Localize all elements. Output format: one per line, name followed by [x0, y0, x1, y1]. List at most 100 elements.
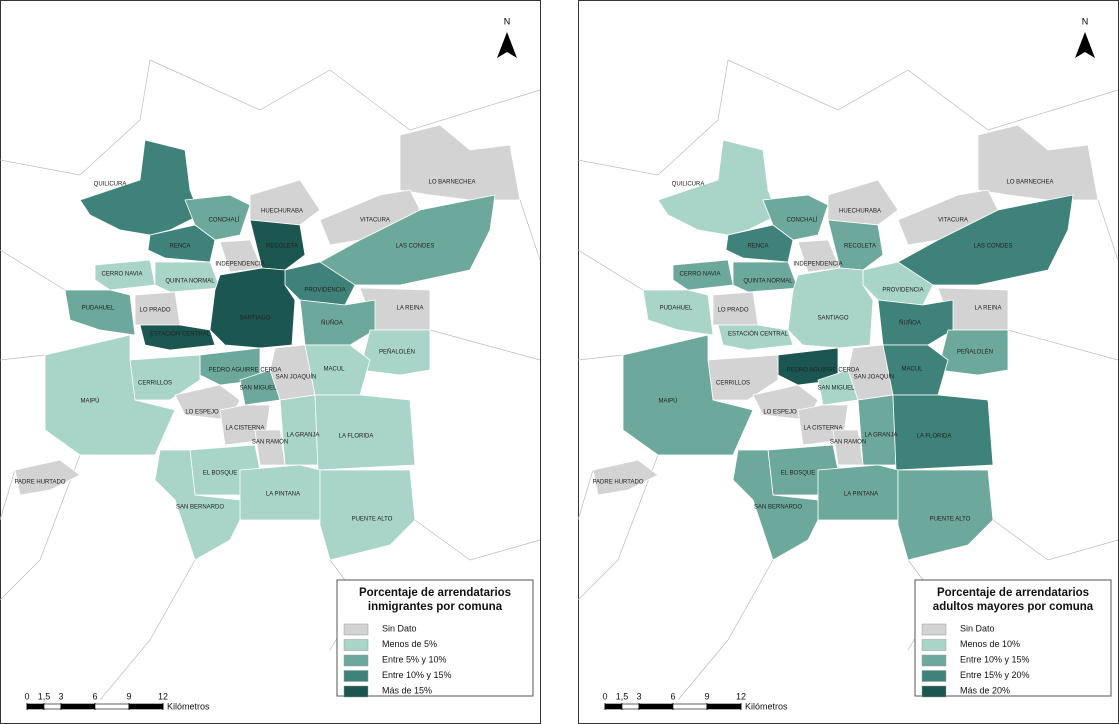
comuna-label: INDEPENDENCIA	[215, 262, 264, 268]
comuna-label: ÑUÑOA	[321, 320, 343, 327]
comuna-label: MACUL	[323, 367, 345, 373]
scale-segment	[94, 703, 130, 710]
scale-label: 12	[158, 691, 168, 701]
comuna-label: PROVIDENCIA	[304, 288, 345, 294]
scale-label: 1,5	[38, 691, 51, 701]
comuna-label: SAN MIGUEL	[239, 386, 277, 392]
comuna-area	[897, 469, 994, 561]
comuna-area	[249, 219, 306, 271]
comuna-label: PADRE HURTADO	[592, 480, 643, 486]
scale-segment	[26, 703, 45, 710]
legend-title: adultos mayores por comuna	[933, 601, 1094, 613]
comuna-label: ESTACIÓN CENTRAL	[728, 331, 789, 338]
comuna-area	[787, 267, 874, 349]
comuna-label: LA FLORIDA	[339, 434, 374, 440]
boundary-line	[99, 559, 196, 701]
comuna-label: LA FLORIDA	[917, 434, 952, 440]
comuna-label: PEDRO AGUIRRE CERDA	[209, 368, 282, 374]
comuna-label: MAIPÚ	[80, 398, 99, 405]
comuna-label: SAN RAMÓN	[830, 439, 866, 446]
scale-label: 0	[602, 691, 607, 701]
boundary-line	[0, 469, 16, 521]
scale-segment	[43, 703, 62, 710]
legend-title: inmigrantes por comuna	[368, 601, 503, 613]
comuna-label: PEDRO AGUIRRE CERDA	[787, 368, 860, 374]
north-arrow	[1075, 32, 1095, 58]
comuna-label: LO ESPEJO	[763, 410, 797, 416]
comuna-label: LO BARNECHEA	[428, 180, 475, 186]
legend-swatch	[921, 623, 947, 636]
legend-swatch	[921, 685, 947, 698]
comuna-label: HUECHURABA	[261, 209, 303, 215]
comuna-label: LA CISTERNA	[803, 426, 842, 432]
boundary-line	[577, 249, 644, 291]
scale-segment	[128, 703, 164, 710]
comuna-label: LA GRANJA	[286, 433, 319, 439]
comuna-area	[892, 394, 994, 471]
north-arrow	[497, 32, 517, 58]
comuna-area	[622, 334, 754, 456]
map-panel: QUILICURA LO BARNECHEA CONCHALÍ HUECHURABA V…	[0, 16, 541, 711]
map-panel: QUILICURA LO BARNECHEA CONCHALÍ HUECHURABA V…	[577, 16, 1119, 711]
legend-swatch	[921, 654, 947, 667]
comuna-label: PROVIDENCIA	[882, 288, 923, 294]
comuna-label: MAIPÚ	[658, 398, 677, 405]
comuna-area	[732, 449, 819, 561]
comuna-area	[249, 179, 321, 226]
comuna-area	[44, 334, 176, 456]
comuna-area	[977, 124, 1099, 201]
comuna-area	[14, 459, 81, 496]
boundary-line	[0, 249, 66, 291]
comuna-label: SANTIAGO	[239, 316, 270, 322]
boundary-line	[992, 519, 1119, 561]
comuna-label: LAS CONDES	[974, 244, 1013, 250]
legend-box	[336, 579, 534, 697]
legend-swatch	[343, 654, 369, 667]
comuna-label: QUINTA NORMAL	[743, 279, 793, 285]
comuna-label: PUENTE ALTO	[930, 517, 971, 523]
north-label: N	[1082, 16, 1089, 26]
scale-segment	[706, 703, 742, 710]
scale-label: 3	[58, 691, 63, 701]
legend-label: Entre 5% y 10%	[382, 654, 447, 664]
comuna-label: LO PRADO	[717, 308, 748, 314]
legend-swatch	[343, 639, 369, 651]
comuna-label: CERRILLOS	[138, 381, 172, 387]
comuna-area	[279, 394, 319, 466]
comuna-label: INDEPENDENCIA	[793, 262, 842, 268]
scale-label: 6	[670, 691, 675, 701]
comuna-label: LA REINA	[396, 306, 423, 312]
comuna-label: LA GRANJA	[864, 433, 897, 439]
comuna-label: PADRE HURTADO	[14, 480, 65, 486]
comuna-label: PEÑALOLÉN	[379, 349, 415, 356]
legend-title: Porcentaje de arrendatarios	[359, 587, 511, 599]
boundary-line	[1007, 329, 1119, 361]
comuna-label: QUILICURA	[672, 182, 705, 188]
scale-label: 0	[24, 691, 29, 701]
comuna-area	[254, 429, 286, 466]
legend-label: Entre 10% y 15%	[960, 654, 1030, 664]
legend-swatch	[343, 685, 369, 698]
comuna-label: QUINTA NORMAL	[165, 279, 215, 285]
comuna-label: SAN MIGUEL	[817, 386, 855, 392]
scale-label: 9	[704, 691, 709, 701]
comuna-area	[64, 289, 136, 336]
boundary-line	[577, 354, 624, 361]
scale-label: 12	[736, 691, 746, 701]
boundary-line	[0, 354, 46, 361]
boundary-line	[577, 59, 729, 176]
comuna-label: EL BOSQUE	[203, 471, 237, 477]
comuna-label: PUDAHUEL	[660, 306, 693, 312]
comuna-label: SAN JOAQUÍN	[854, 374, 895, 381]
comuna-label: ÑUÑOA	[899, 320, 921, 327]
legend-swatch	[343, 623, 369, 636]
legend-label: Sin Dato	[960, 623, 995, 633]
comuna-area	[94, 259, 156, 291]
comuna-label: CERRO NAVIA	[102, 272, 143, 278]
comuna-area	[592, 459, 659, 496]
comuna-area	[857, 394, 897, 466]
scale-segment	[604, 703, 623, 710]
comuna-label: LA PINTANA	[266, 492, 300, 498]
comuna-label: RENCA	[169, 244, 190, 250]
